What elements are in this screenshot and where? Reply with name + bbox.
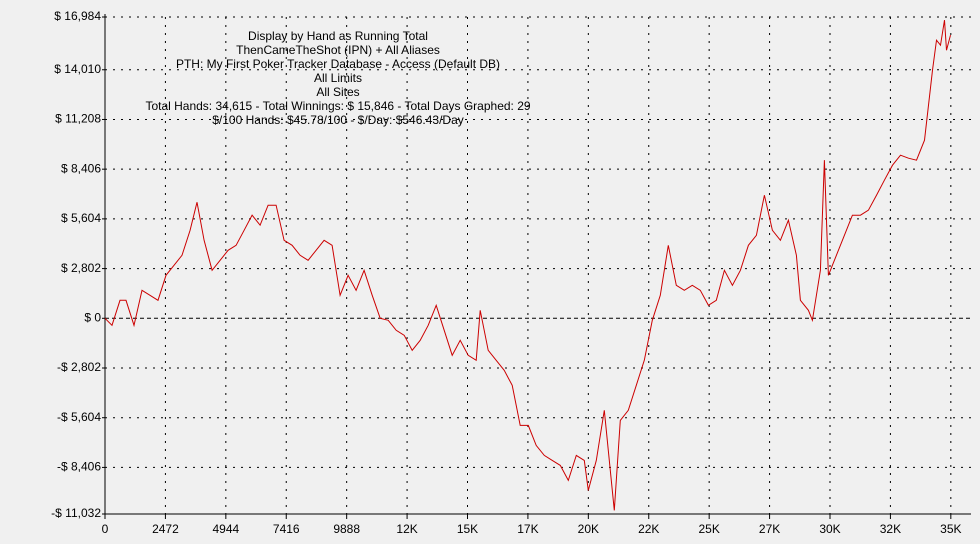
y-tick-label: $ 16,984 xyxy=(54,9,101,23)
x-tick-label: 35K xyxy=(940,522,961,536)
y-tick-label: $ 8,406 xyxy=(61,161,101,175)
x-tick-label: 2472 xyxy=(152,522,179,536)
annotation: PTH: My First Poker Tracker Database - A… xyxy=(176,57,500,71)
x-tick-label: 32K xyxy=(880,522,901,536)
x-tick-label: 0 xyxy=(102,522,109,536)
annotation: ThenCameTheShot (IPN) + All Aliases xyxy=(236,43,440,57)
x-tick-label: 12K xyxy=(396,522,417,536)
annotation: All Limits xyxy=(314,71,362,85)
chart-title: Display by Hand as Running Total xyxy=(248,29,428,43)
y-tick-label: $ 11,208 xyxy=(55,112,101,126)
x-tick-label: 17K xyxy=(517,522,538,536)
y-tick-label: $ 0 xyxy=(84,310,101,324)
x-tick-label: 20K xyxy=(578,522,599,536)
annotation: $/100 Hands: $45.78/100 - $/Day: $546.43… xyxy=(212,113,464,127)
x-tick-label: 15K xyxy=(457,522,478,536)
x-tick-label: 27K xyxy=(759,522,780,536)
y-tick-label: -$ 8,406 xyxy=(57,460,101,474)
x-tick-label: 9888 xyxy=(333,522,360,536)
y-tick-label: -$ 11,032 xyxy=(51,506,101,520)
y-tick-label: $ 14,010 xyxy=(54,62,101,76)
x-tick-label: 7416 xyxy=(273,522,300,536)
x-tick-label: 25K xyxy=(698,522,719,536)
annotation: All Sites xyxy=(316,85,359,99)
x-tick-label: 30K xyxy=(819,522,840,536)
y-tick-label: -$ 5,604 xyxy=(57,410,101,424)
y-tick-label: -$ 2,802 xyxy=(57,360,101,374)
y-tick-label: $ 5,604 xyxy=(61,211,101,225)
annotation: Total Hands: 34,615 - Total Winnings: $ … xyxy=(145,99,530,113)
x-tick-label: 22K xyxy=(638,522,659,536)
y-tick-label: $ 2,802 xyxy=(61,261,101,275)
series-line xyxy=(104,20,951,511)
x-tick-label: 4944 xyxy=(212,522,239,536)
